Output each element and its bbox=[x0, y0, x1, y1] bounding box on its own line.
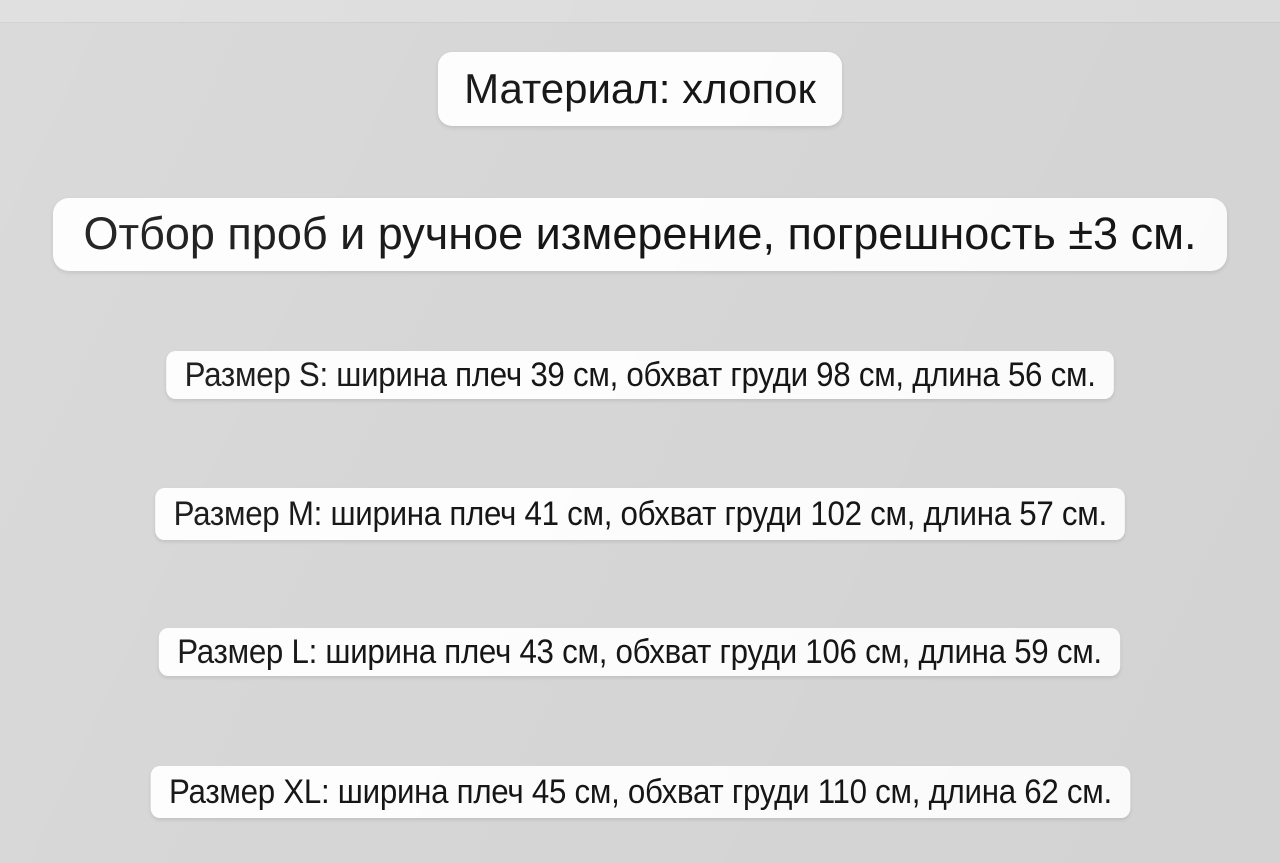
measurement-tolerance-note: Отбор проб и ручное измерение, погрешнос… bbox=[53, 198, 1227, 271]
size-row-l: Размер L: ширина плеч 43 см, обхват груд… bbox=[0, 628, 1280, 677]
size-row-s: Размер S: ширина плеч 39 см, обхват груд… bbox=[0, 351, 1280, 400]
size-s-label: Размер S: ширина плеч 39 см, обхват груд… bbox=[166, 351, 1114, 400]
material-row: Материал: хлопок bbox=[0, 52, 1280, 127]
size-l-label: Размер L: ширина плеч 43 см, обхват груд… bbox=[159, 628, 1121, 677]
size-xl-label: Размер XL: ширина плеч 45 см, обхват гру… bbox=[150, 766, 1130, 819]
size-m-label: Размер M: ширина плеч 41 см, обхват груд… bbox=[154, 488, 1126, 541]
measurement-note-row: Отбор проб и ручное измерение, погрешнос… bbox=[0, 198, 1280, 271]
size-row-m: Размер M: ширина плеч 41 см, обхват груд… bbox=[0, 488, 1280, 541]
background-seam-line bbox=[0, 22, 1280, 23]
background-top-band bbox=[0, 0, 1280, 22]
size-row-xl: Размер XL: ширина плеч 45 см, обхват гру… bbox=[0, 766, 1280, 819]
material-label: Материал: хлопок bbox=[438, 52, 842, 127]
